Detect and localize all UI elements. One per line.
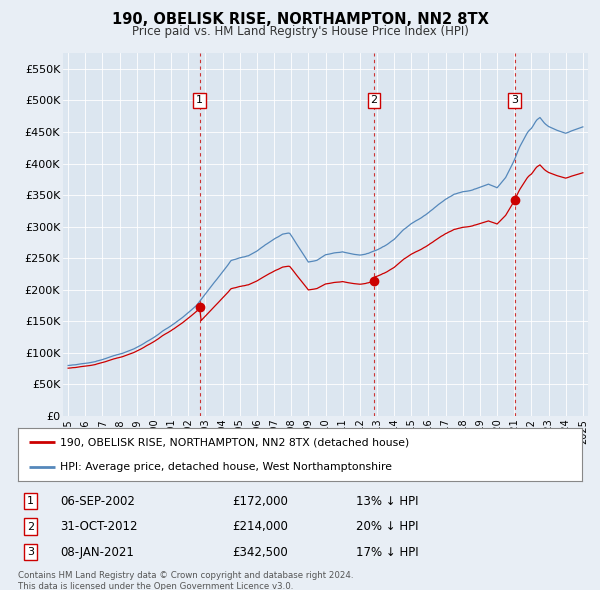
Text: 20% ↓ HPI: 20% ↓ HPI (356, 520, 419, 533)
Text: 06-SEP-2002: 06-SEP-2002 (60, 494, 135, 507)
Text: 3: 3 (511, 96, 518, 106)
Text: £342,500: £342,500 (232, 546, 288, 559)
Text: 1: 1 (27, 496, 34, 506)
Text: 17% ↓ HPI: 17% ↓ HPI (356, 546, 419, 559)
Text: Contains HM Land Registry data © Crown copyright and database right 2024.
This d: Contains HM Land Registry data © Crown c… (18, 571, 353, 590)
Text: £172,000: £172,000 (232, 494, 288, 507)
Text: 31-OCT-2012: 31-OCT-2012 (60, 520, 138, 533)
Text: HPI: Average price, detached house, West Northamptonshire: HPI: Average price, detached house, West… (60, 461, 392, 471)
Text: 13% ↓ HPI: 13% ↓ HPI (356, 494, 419, 507)
Text: 190, OBELISK RISE, NORTHAMPTON, NN2 8TX: 190, OBELISK RISE, NORTHAMPTON, NN2 8TX (112, 12, 488, 27)
Text: 1: 1 (196, 96, 203, 106)
Text: 2: 2 (27, 522, 34, 532)
Text: Price paid vs. HM Land Registry's House Price Index (HPI): Price paid vs. HM Land Registry's House … (131, 25, 469, 38)
Text: 08-JAN-2021: 08-JAN-2021 (60, 546, 134, 559)
Text: £214,000: £214,000 (232, 520, 288, 533)
Text: 190, OBELISK RISE, NORTHAMPTON, NN2 8TX (detached house): 190, OBELISK RISE, NORTHAMPTON, NN2 8TX … (60, 437, 410, 447)
Text: 3: 3 (27, 547, 34, 557)
Text: 2: 2 (370, 96, 377, 106)
